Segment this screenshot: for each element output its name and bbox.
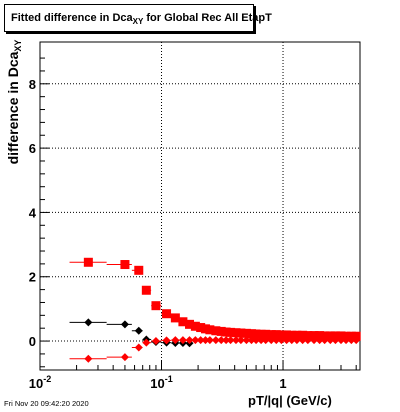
x-tick-label: 10-2 <box>29 374 51 391</box>
x-tick-label: 10-1 <box>150 374 172 391</box>
data-point-diamond <box>272 336 281 345</box>
data-point-diamond <box>287 336 296 345</box>
data-point-diamond <box>342 336 351 345</box>
data-point-square <box>231 328 241 338</box>
data-point-diamond <box>310 336 319 345</box>
data-point-diamond <box>84 318 93 327</box>
data-point-square <box>266 330 276 340</box>
data-point-square <box>162 309 172 319</box>
data-point-square <box>211 326 221 336</box>
data-point-diamond <box>331 336 340 345</box>
data-point-square <box>120 260 130 270</box>
data-point-diamond <box>178 336 187 345</box>
data-point-square <box>292 330 302 340</box>
data-point-diamond <box>242 336 251 345</box>
data-point-square <box>236 328 246 338</box>
y-tick-label: 8 <box>29 77 36 92</box>
data-point-square <box>83 257 93 267</box>
data-point-diamond <box>261 336 270 345</box>
data-point-diamond <box>326 336 335 345</box>
data-point-square <box>185 319 195 329</box>
data-point-diamond <box>303 336 312 345</box>
chart-title: Fitted difference in DcaXY for Global Re… <box>4 4 272 32</box>
data-point-diamond <box>196 336 205 345</box>
data-point-diamond <box>277 336 286 345</box>
data-point-diamond <box>120 353 129 362</box>
chart-title-suffix: for Global Rec All EtapT <box>143 12 272 24</box>
x-tick-label: 1 <box>279 376 286 391</box>
data-point-diamond <box>320 336 329 345</box>
data-point-diamond <box>84 354 93 363</box>
data-point-diamond <box>236 336 245 345</box>
data-point-square <box>276 330 286 340</box>
data-point-diamond <box>231 336 240 345</box>
data-point-square <box>196 323 206 333</box>
data-point-diamond <box>171 336 180 345</box>
data-point-diamond <box>298 336 307 345</box>
data-point-square <box>190 321 200 331</box>
data-point-square <box>271 330 281 340</box>
data-point-diamond <box>347 336 356 345</box>
data-point-square <box>226 327 236 337</box>
data-point-square <box>205 325 215 335</box>
data-point-square <box>287 330 297 340</box>
data-point-diamond <box>226 336 235 345</box>
data-point-diamond <box>247 336 256 345</box>
data-point-square <box>303 331 313 341</box>
data-point-square <box>298 330 308 340</box>
data-point-diamond <box>352 336 361 345</box>
data-point-square <box>309 331 319 341</box>
data-point-diamond <box>205 336 214 345</box>
data-point-diamond <box>337 336 346 345</box>
data-point-diamond <box>217 336 226 345</box>
data-point-diamond <box>134 343 143 352</box>
data-point-diamond <box>191 336 200 345</box>
data-point-diamond <box>185 336 194 345</box>
data-point-square <box>241 328 251 338</box>
data-point-diamond <box>142 338 151 347</box>
data-point-square <box>251 329 261 339</box>
data-point-diamond <box>267 336 276 345</box>
data-point-square <box>256 329 266 339</box>
y-tick-label: 6 <box>29 141 36 156</box>
data-point-diamond <box>211 336 220 345</box>
x-axis-label: pT/|q| (GeV/c) <box>248 393 332 408</box>
data-point-square <box>178 317 188 327</box>
data-point-diamond <box>201 336 210 345</box>
data-point-square <box>320 331 330 341</box>
timestamp: Fri Nov 20 09:42:20 2020 <box>4 399 89 408</box>
chart-title-prefix: Fitted difference in Dca <box>11 12 133 24</box>
y-tick-label: 0 <box>29 334 36 349</box>
plot-frame <box>39 41 361 371</box>
data-point-diamond <box>134 326 143 335</box>
data-point-square <box>282 330 292 340</box>
data-point-diamond <box>282 336 291 345</box>
data-point-square <box>216 326 226 336</box>
data-point-square <box>170 313 180 323</box>
data-point-diamond <box>292 336 301 345</box>
data-point-square <box>261 329 271 339</box>
data-point-square <box>325 331 335 341</box>
data-point-square <box>336 331 346 341</box>
y-tick-label: 4 <box>29 205 37 220</box>
y-tick-label: 2 <box>29 270 36 285</box>
chart-title-subscript: XY <box>132 17 144 26</box>
data-point-square <box>134 265 144 275</box>
data-point-diamond <box>162 336 171 345</box>
data-point-square <box>246 329 256 339</box>
data-point-diamond <box>151 337 160 346</box>
data-point-diamond <box>222 336 231 345</box>
data-point-square <box>315 331 325 341</box>
data-point-diamond <box>120 320 129 329</box>
data-point-square <box>330 331 340 341</box>
data-point-square <box>151 301 161 311</box>
data-point-square <box>141 285 151 295</box>
data-point-diamond <box>315 336 324 345</box>
data-point-diamond <box>252 336 261 345</box>
data-point-diamond <box>257 336 266 345</box>
